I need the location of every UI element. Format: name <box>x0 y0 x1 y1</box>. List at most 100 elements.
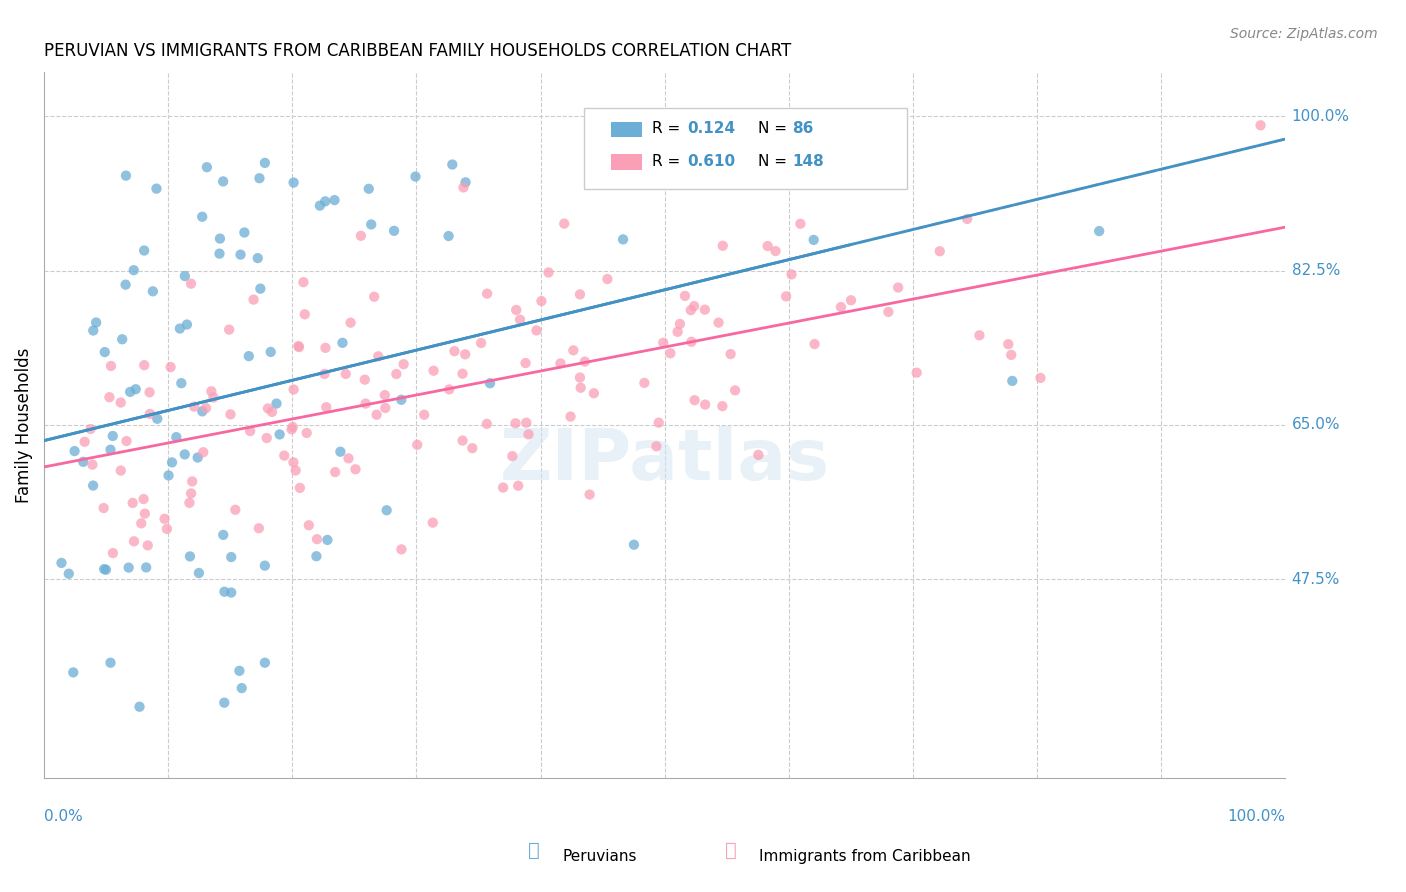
Immigrants from Caribbean <box>633 376 655 390</box>
Peruvians <box>357 182 380 196</box>
Immigrants from Caribbean <box>681 334 703 349</box>
Immigrants from Caribbean <box>283 383 305 397</box>
Immigrants from Caribbean <box>121 496 143 510</box>
Peruvians <box>128 699 150 714</box>
Immigrants from Caribbean <box>659 346 682 360</box>
Immigrants from Caribbean <box>335 367 357 381</box>
Immigrants from Caribbean <box>101 546 124 560</box>
Text: 148: 148 <box>793 153 824 169</box>
Immigrants from Caribbean <box>288 481 311 495</box>
Immigrants from Caribbean <box>803 337 825 351</box>
Immigrants from Caribbean <box>747 448 769 462</box>
Immigrants from Caribbean <box>194 401 217 416</box>
Peruvians <box>118 560 141 574</box>
Peruvians <box>208 231 231 245</box>
Peruvians <box>100 442 122 457</box>
Peruvians <box>253 156 276 170</box>
Immigrants from Caribbean <box>553 217 575 231</box>
Immigrants from Caribbean <box>374 388 396 402</box>
Peruvians <box>1088 224 1111 238</box>
Peruvians <box>360 218 382 232</box>
Peruvians <box>94 563 117 577</box>
Peruvians <box>114 277 136 292</box>
Immigrants from Caribbean <box>218 323 240 337</box>
Peruvians <box>134 244 156 258</box>
Peruvians <box>249 171 271 186</box>
Immigrants from Caribbean <box>693 302 716 317</box>
Immigrants from Caribbean <box>283 455 305 469</box>
Immigrants from Caribbean <box>775 289 797 303</box>
Text: 0.124: 0.124 <box>688 121 735 136</box>
Peruvians <box>269 427 291 442</box>
Peruvians <box>253 558 276 573</box>
Immigrants from Caribbean <box>256 431 278 445</box>
Peruvians <box>135 560 157 574</box>
Immigrants from Caribbean <box>138 385 160 400</box>
Immigrants from Caribbean <box>517 427 540 442</box>
Immigrants from Caribbean <box>82 458 104 472</box>
Immigrants from Caribbean <box>648 416 671 430</box>
Text: 0.0%: 0.0% <box>44 809 83 824</box>
Immigrants from Caribbean <box>392 357 415 371</box>
Peruvians <box>219 585 242 599</box>
Immigrants from Caribbean <box>905 366 928 380</box>
Peruvians <box>314 194 336 209</box>
Immigrants from Caribbean <box>180 277 202 291</box>
Peruvians <box>389 392 412 407</box>
FancyBboxPatch shape <box>612 122 643 137</box>
Text: R =: R = <box>652 121 686 136</box>
Immigrants from Caribbean <box>679 303 702 318</box>
Immigrants from Caribbean <box>180 486 202 500</box>
Text: ⬜: ⬜ <box>529 841 540 860</box>
Peruvians <box>173 447 195 461</box>
Peruvians <box>157 468 180 483</box>
Peruvians <box>283 176 305 190</box>
Immigrants from Caribbean <box>673 289 696 303</box>
Text: 65.0%: 65.0% <box>1292 417 1340 433</box>
Peruvians <box>62 665 84 680</box>
Immigrants from Caribbean <box>1000 348 1022 362</box>
Immigrants from Caribbean <box>219 408 242 422</box>
Immigrants from Caribbean <box>683 299 706 313</box>
Peruvians <box>195 160 218 174</box>
Immigrants from Caribbean <box>98 390 121 404</box>
Immigrants from Caribbean <box>298 518 321 533</box>
Immigrants from Caribbean <box>515 416 537 430</box>
Immigrants from Caribbean <box>437 383 460 397</box>
Peruvians <box>323 193 346 207</box>
Immigrants from Caribbean <box>509 312 531 326</box>
Immigrants from Caribbean <box>780 268 803 282</box>
Immigrants from Caribbean <box>273 449 295 463</box>
Immigrants from Caribbean <box>100 359 122 373</box>
Immigrants from Caribbean <box>366 408 388 422</box>
Peruvians <box>214 696 236 710</box>
Peruvians <box>479 376 502 391</box>
Immigrants from Caribbean <box>159 359 181 374</box>
Immigrants from Caribbean <box>839 293 862 308</box>
Immigrants from Caribbean <box>413 408 436 422</box>
Immigrants from Caribbean <box>1029 371 1052 385</box>
Immigrants from Caribbean <box>200 384 222 399</box>
Immigrants from Caribbean <box>385 367 408 381</box>
Immigrants from Caribbean <box>501 449 523 463</box>
Immigrants from Caribbean <box>406 438 429 452</box>
Text: N =: N = <box>758 153 792 169</box>
Immigrants from Caribbean <box>707 316 730 330</box>
Immigrants from Caribbean <box>669 317 692 331</box>
Immigrants from Caribbean <box>443 344 465 359</box>
Immigrants from Caribbean <box>582 386 605 401</box>
Immigrants from Caribbean <box>110 464 132 478</box>
Immigrants from Caribbean <box>224 502 246 516</box>
Peruvians <box>1001 374 1024 388</box>
Immigrants from Caribbean <box>537 265 560 279</box>
Immigrants from Caribbean <box>505 302 527 317</box>
Text: ⬜: ⬜ <box>725 841 737 860</box>
Peruvians <box>82 478 104 492</box>
Text: Immigrants from Caribbean: Immigrants from Caribbean <box>759 849 972 863</box>
Peruvians <box>316 533 339 547</box>
Immigrants from Caribbean <box>239 424 262 438</box>
Text: ZIPatlas: ZIPatlas <box>499 425 830 495</box>
Peruvians <box>214 584 236 599</box>
Immigrants from Caribbean <box>470 336 492 351</box>
Immigrants from Caribbean <box>765 244 787 258</box>
